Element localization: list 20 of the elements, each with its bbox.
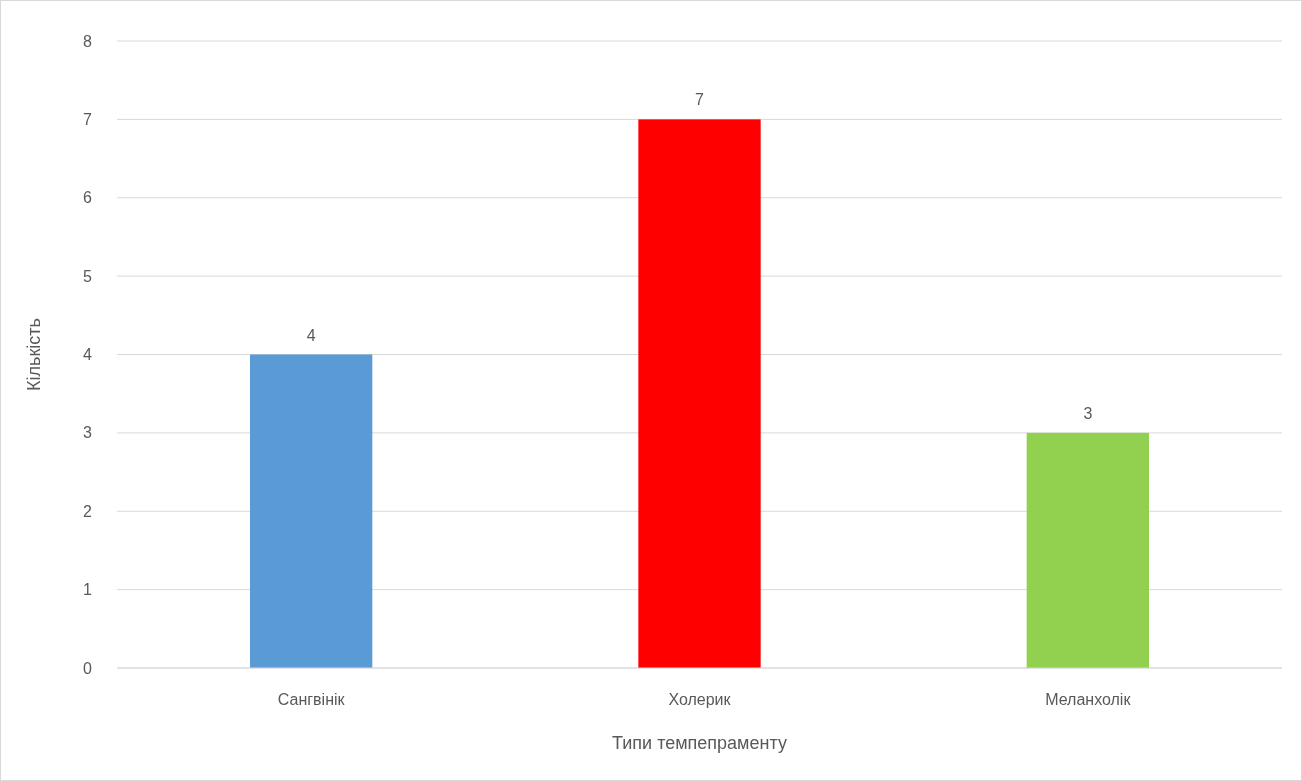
y-axis-title: Кількість: [24, 318, 44, 391]
data-label: 4: [306, 326, 316, 344]
x-axis-title: Типи темпепраменту: [612, 733, 787, 753]
y-tick-label: 8: [83, 32, 93, 50]
y-tick-label: 3: [83, 424, 93, 442]
y-tick-label: 6: [83, 189, 93, 207]
y-tick-label: 1: [83, 581, 93, 599]
y-tick-label: 4: [83, 346, 93, 364]
x-tick-label: Сангвінік: [277, 691, 346, 708]
data-label: 7: [695, 91, 705, 109]
bar: [1026, 432, 1149, 668]
bar: [638, 119, 761, 668]
y-tick-label: 2: [83, 502, 93, 520]
y-tick-label: 0: [83, 659, 93, 677]
bar: [250, 354, 373, 668]
x-tick-label: Холерик: [668, 691, 732, 708]
x-tick-label: Меланхолік: [1045, 691, 1132, 708]
y-tick-label: 7: [83, 110, 93, 128]
y-tick-label: 5: [83, 267, 93, 285]
data-label: 3: [1083, 404, 1093, 422]
